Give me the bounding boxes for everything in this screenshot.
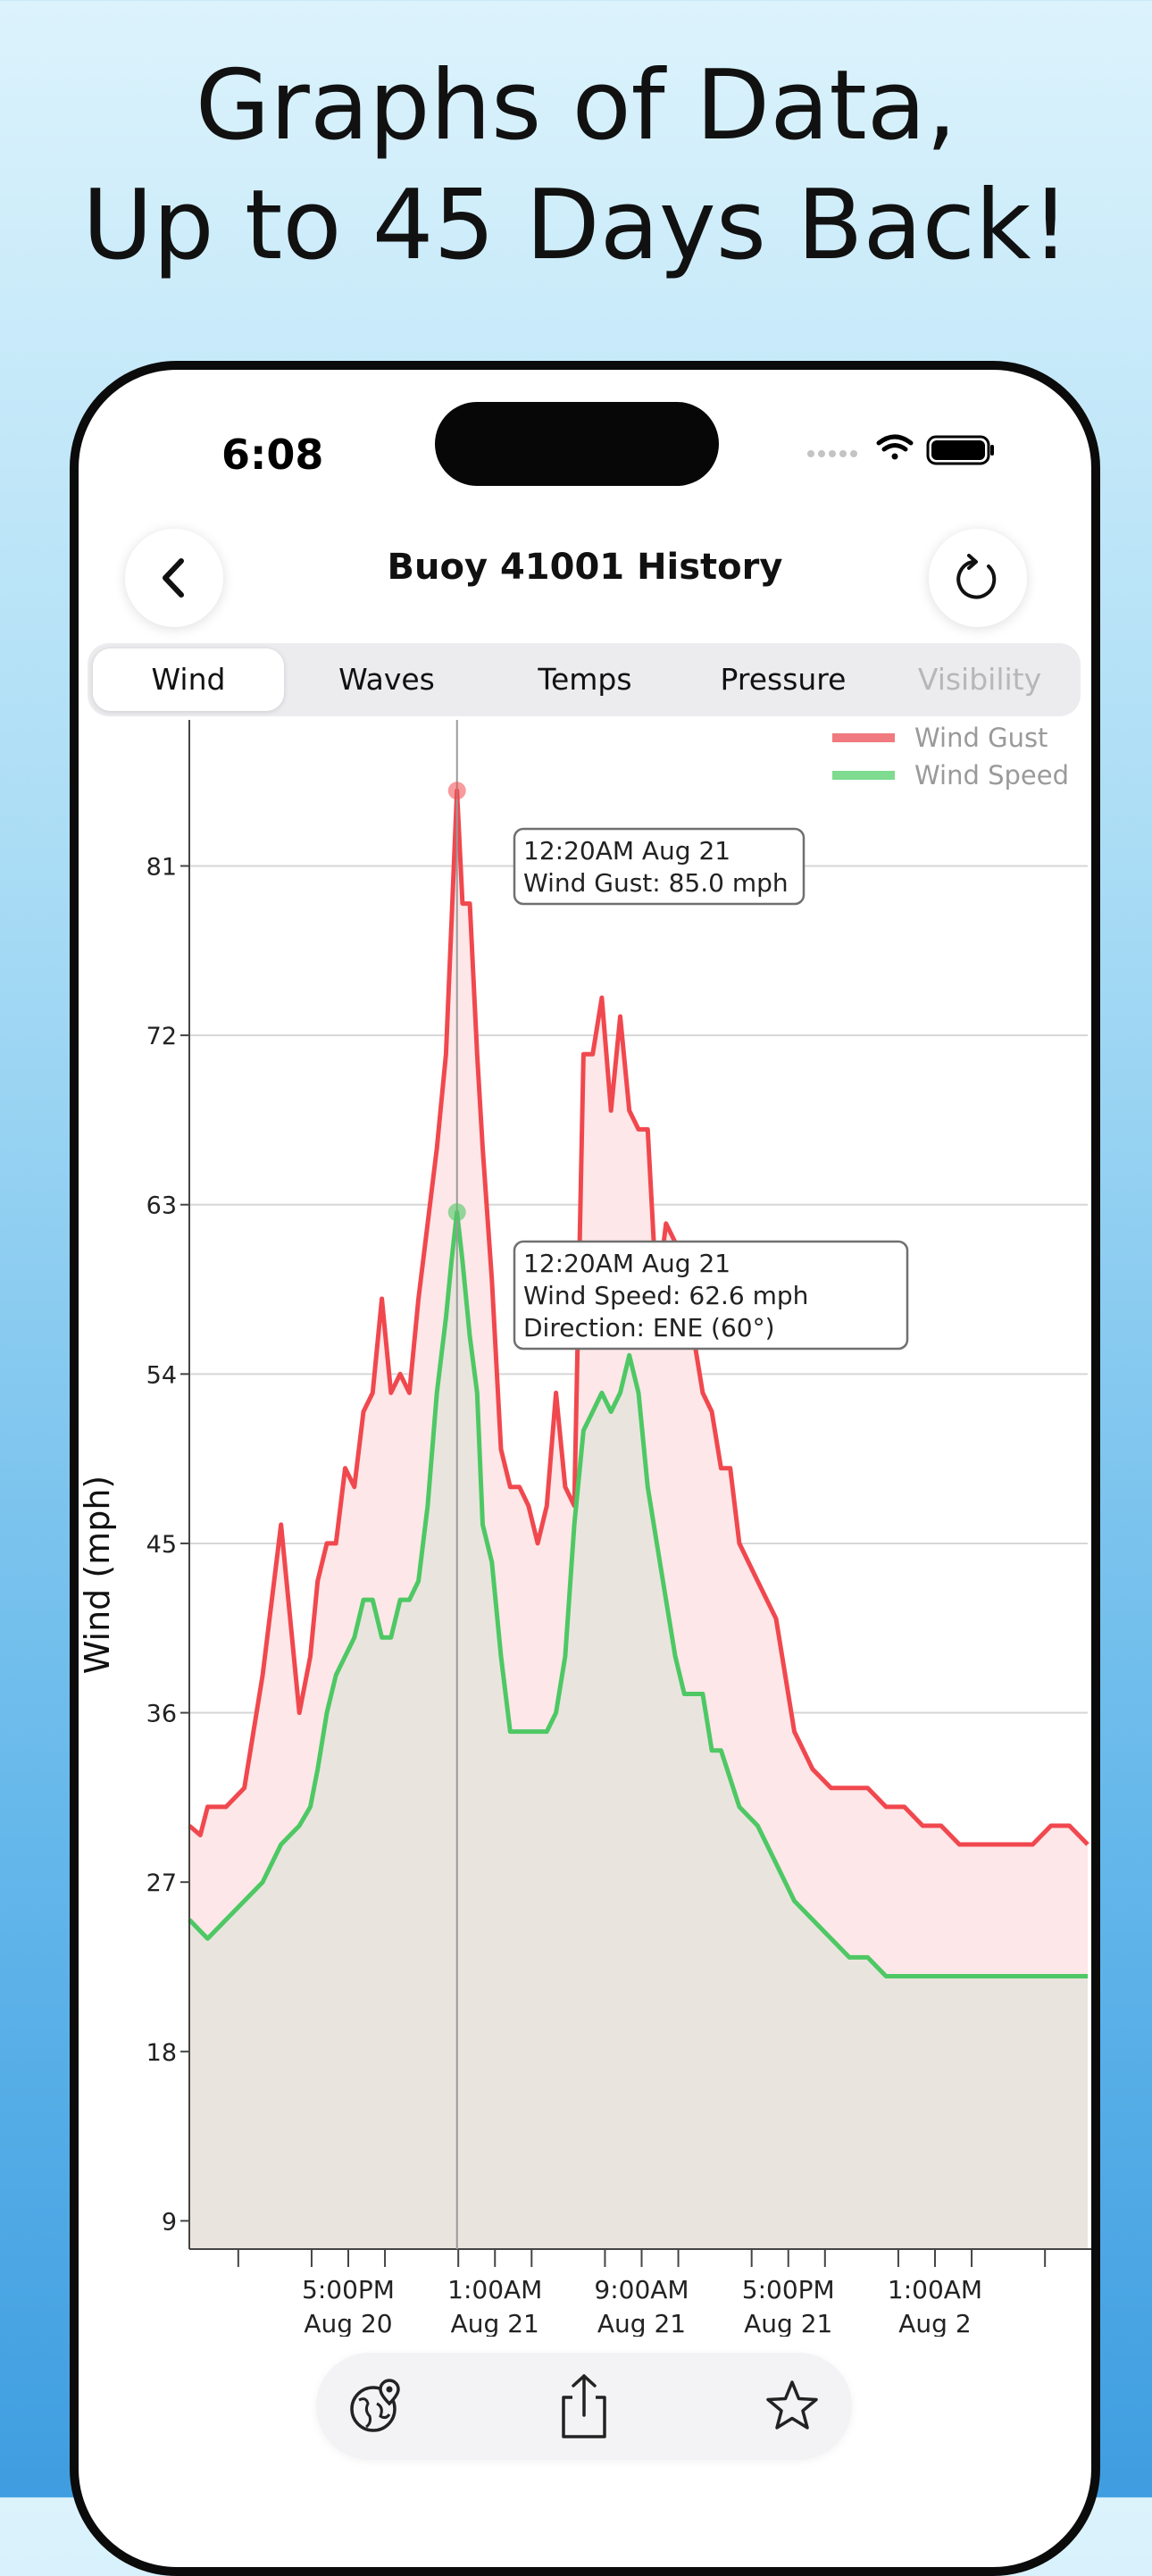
wind-speed-area bbox=[189, 1212, 1088, 2249]
gust-tooltip-time: 12:20AM Aug 21 bbox=[523, 836, 730, 866]
x-tick-label: 9:00AM Aug 21 bbox=[594, 2275, 689, 2337]
y-axis-label: Wind (mph) bbox=[79, 1476, 117, 1674]
wifi-icon bbox=[876, 434, 914, 460]
chevron-left-icon bbox=[163, 558, 184, 598]
globe-pin-icon bbox=[350, 2379, 400, 2432]
y-tick-label: 27 bbox=[146, 1869, 177, 1897]
star-icon bbox=[766, 2380, 818, 2430]
x-tick-label: 5:00PM Aug 20 bbox=[302, 2275, 395, 2337]
wind-history-chart[interactable]: 9 18 27 36 45 54 63 72 81 5:00PM Aug 20 1:00AM Aug … bbox=[79, 720, 1091, 2337]
headline-line-2: Up to 45 Days Back! bbox=[82, 170, 1070, 281]
tab-wind[interactable]: Wind bbox=[93, 648, 284, 711]
metric-tabs: Wind Waves Temps Pressure Visibility bbox=[88, 643, 1081, 716]
share-button[interactable] bbox=[550, 2372, 618, 2440]
wind-gust-line bbox=[188, 788, 1089, 1847]
y-tick-label: 36 bbox=[146, 1701, 177, 1728]
y-tick-label: 63 bbox=[146, 1192, 177, 1220]
legend-label-gust: Wind Gust bbox=[914, 723, 1048, 753]
speed-tooltip: 12:20AM Aug 21 Wind Speed: 62.6 mph Dire… bbox=[513, 1240, 909, 1351]
tab-temps[interactable]: Temps bbox=[538, 662, 632, 697]
tab-pressure[interactable]: Pressure bbox=[720, 662, 847, 697]
speed-tooltip-value: Wind Speed: 62.6 mph bbox=[523, 1281, 808, 1310]
y-tick-label: 54 bbox=[146, 1361, 177, 1389]
tab-visibility[interactable]: Visibility bbox=[917, 662, 1042, 697]
y-tick-label: 45 bbox=[146, 1531, 177, 1559]
dynamic-island bbox=[435, 402, 719, 486]
status-icons bbox=[807, 434, 994, 465]
wind-gust-marker bbox=[447, 782, 466, 800]
wind-speed-marker bbox=[447, 1203, 466, 1222]
y-tick-label: 81 bbox=[146, 853, 177, 881]
battery-icon bbox=[926, 435, 994, 465]
x-tick-label: 1:00AM Aug 2 bbox=[888, 2275, 982, 2337]
x-tick-label: 1:00AM Aug 21 bbox=[447, 2275, 542, 2337]
favorite-button[interactable] bbox=[758, 2372, 826, 2440]
y-tick-label: 9 bbox=[162, 2208, 177, 2236]
status-time: 6:08 bbox=[221, 431, 324, 479]
gust-tooltip-value: Wind Gust: 85.0 mph bbox=[523, 868, 789, 898]
y-tick-label: 18 bbox=[146, 2039, 177, 2067]
headline-line-1: Graphs of Data, bbox=[195, 50, 957, 162]
gust-tooltip: 12:20AM Aug 21 Wind Gust: 85.0 mph bbox=[513, 827, 806, 906]
x-tick-label: 5:00PM Aug 21 bbox=[742, 2275, 835, 2337]
bottom-toolbar bbox=[316, 2353, 852, 2460]
y-tick-label: 72 bbox=[146, 1023, 177, 1050]
wind-speed-line bbox=[188, 1209, 1088, 1978]
speed-tooltip-time: 12:20AM Aug 21 bbox=[523, 1249, 730, 1278]
speed-tooltip-direction: Direction: ENE (60°) bbox=[523, 1313, 775, 1342]
map-button[interactable] bbox=[342, 2372, 410, 2440]
marketing-headline: Graphs of Data, Up to 45 Days Back! bbox=[0, 46, 1152, 286]
back-button[interactable] bbox=[125, 529, 223, 627]
refresh-icon bbox=[956, 554, 997, 599]
refresh-button[interactable] bbox=[929, 529, 1027, 627]
legend-label-speed: Wind Speed bbox=[914, 760, 1069, 790]
cellular-signal-icon bbox=[807, 450, 857, 457]
tab-waves[interactable]: Waves bbox=[338, 662, 435, 697]
phone-frame: 6:08 Buoy 41001 History Wind Waves Temps bbox=[70, 361, 1100, 2576]
share-icon bbox=[562, 2374, 606, 2438]
page-title: Buoy 41001 History bbox=[387, 547, 783, 588]
chart-legend: Wind Gust Wind Speed bbox=[832, 723, 1069, 790]
